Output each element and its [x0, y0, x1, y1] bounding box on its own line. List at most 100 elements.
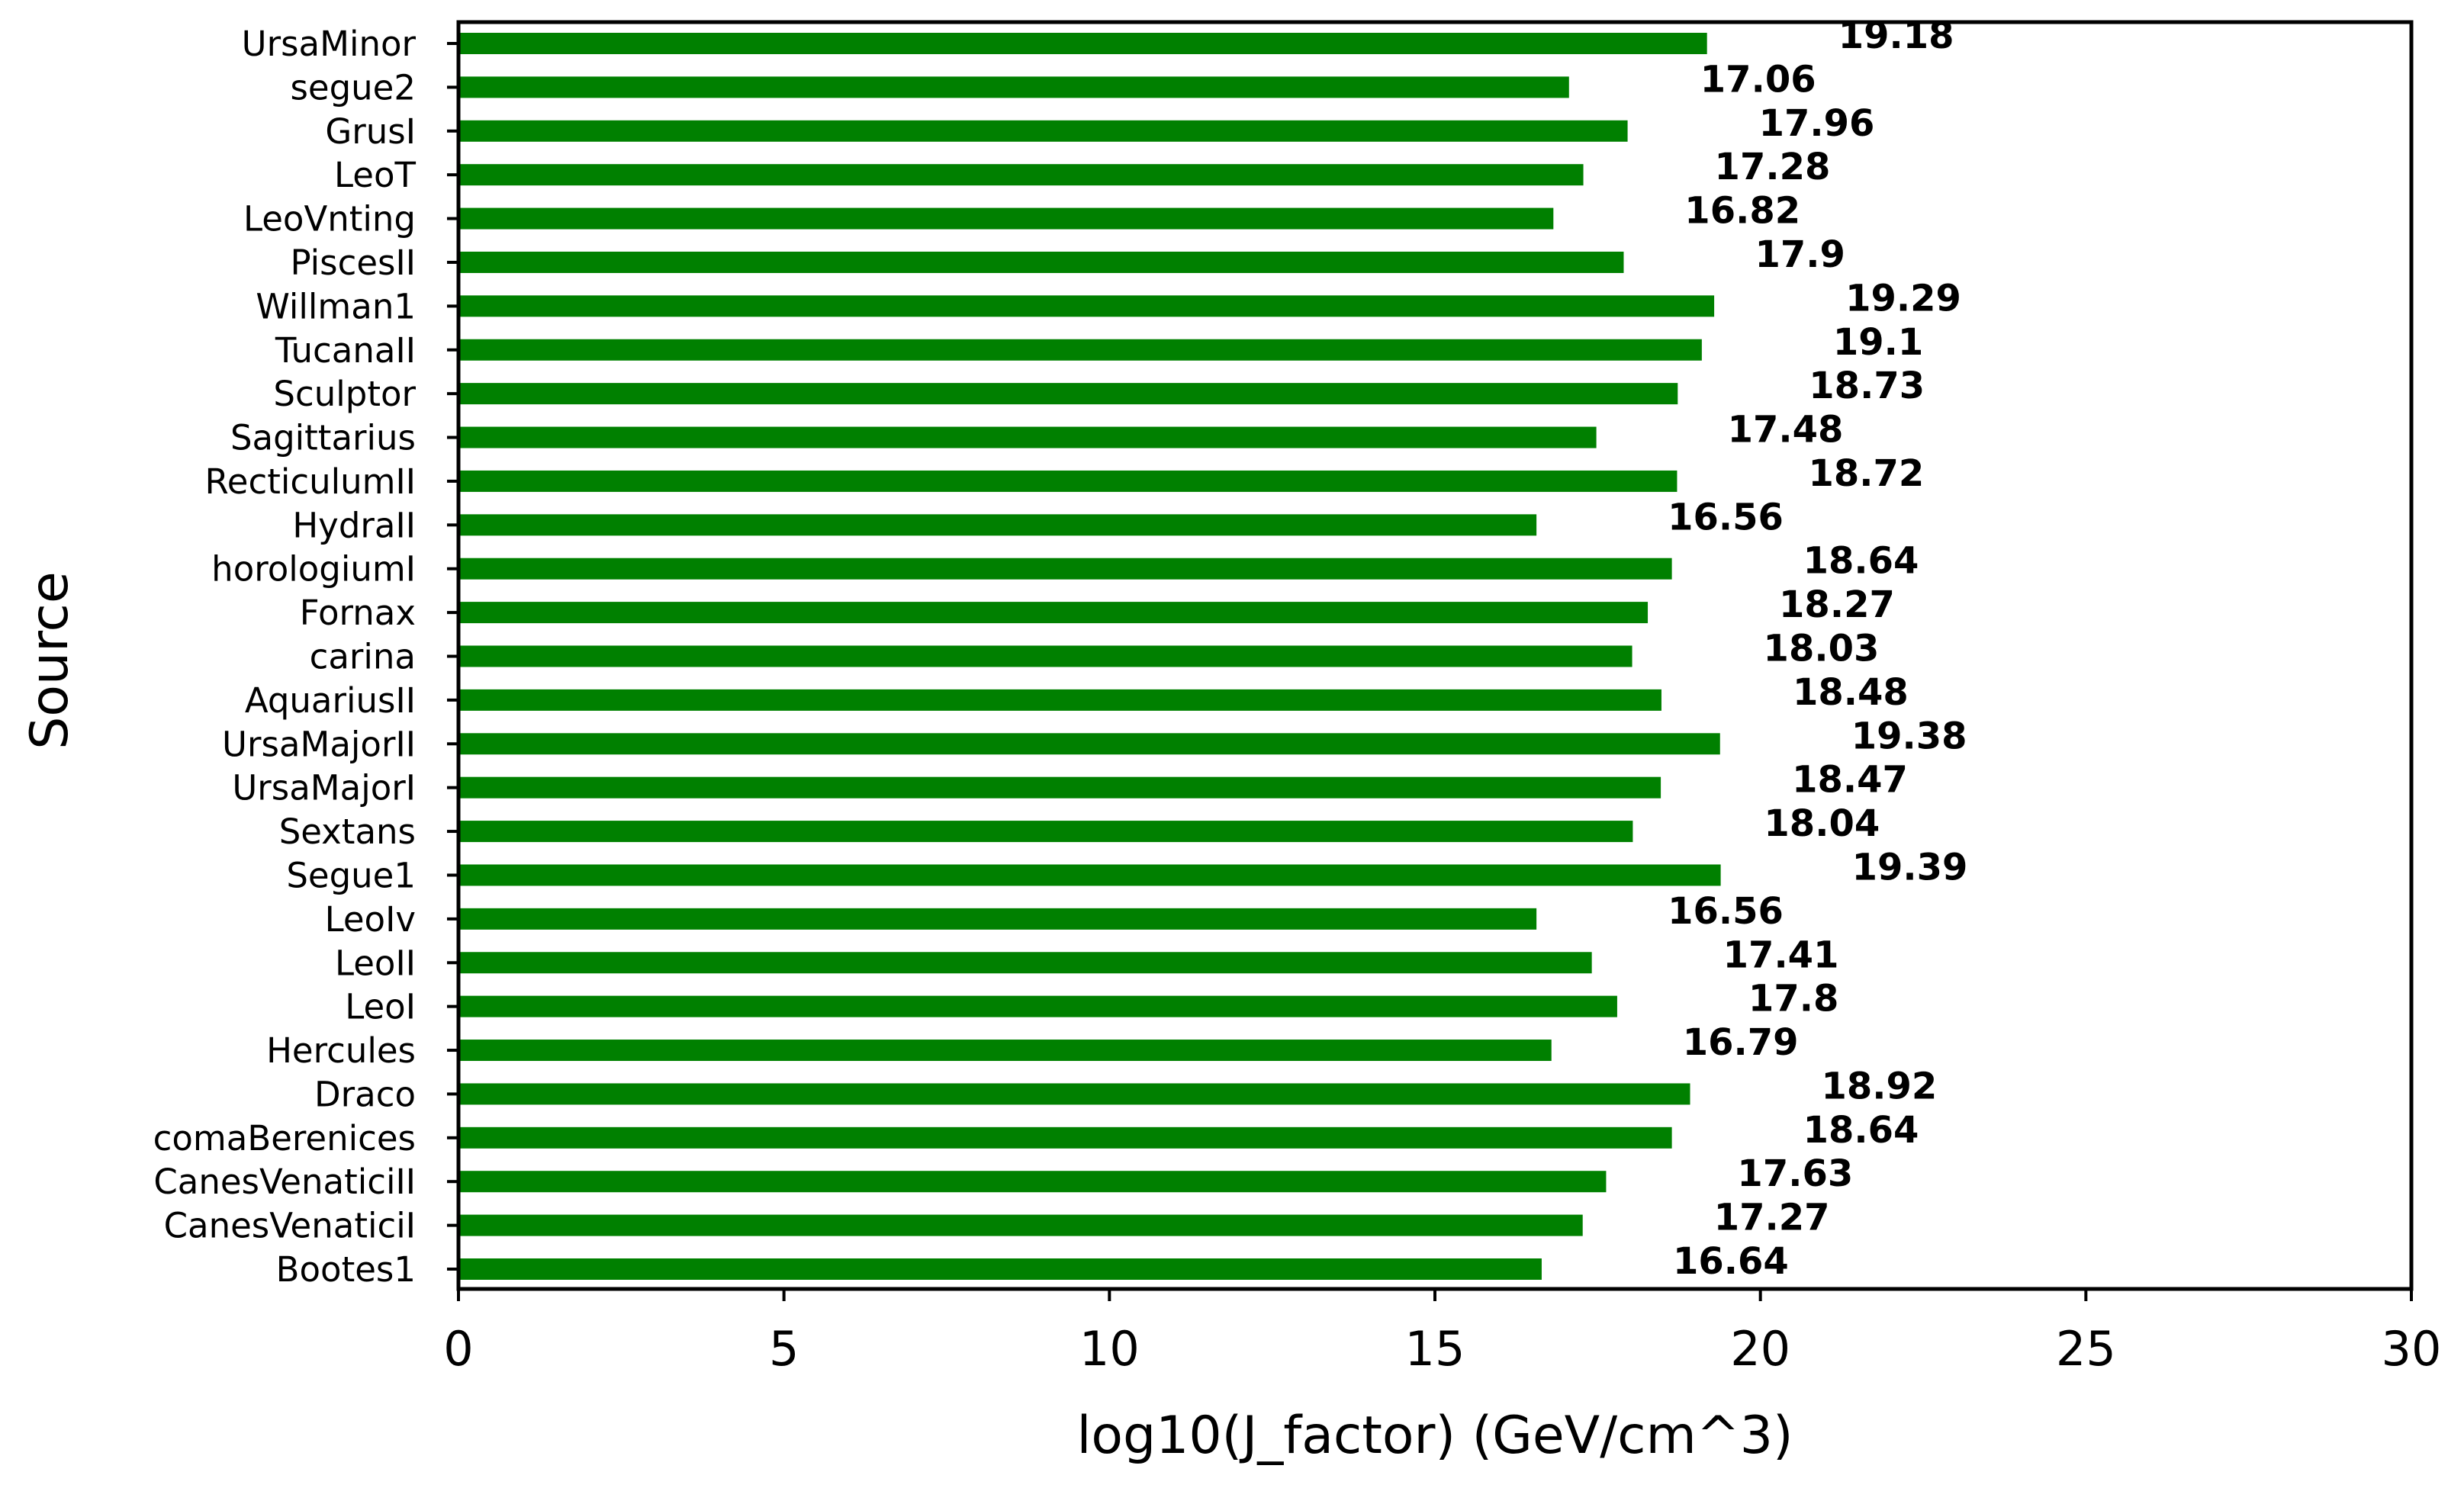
y-tick-label: Sculptor — [273, 374, 416, 414]
y-tick-label: Hercules — [266, 1030, 416, 1071]
data-label: 17.96 — [1759, 102, 1875, 145]
bar — [458, 1171, 1607, 1193]
bar — [458, 952, 1592, 974]
bar — [458, 76, 1569, 98]
bar — [458, 164, 1584, 186]
data-label: 17.63 — [1737, 1152, 1853, 1195]
bar — [458, 514, 1537, 536]
y-tick-label: PiscesII — [290, 243, 416, 283]
data-label: 16.82 — [1684, 190, 1800, 233]
y-axis-title: Source — [20, 571, 80, 750]
data-label: 18.72 — [1808, 452, 1924, 495]
y-tick-label: LeoVnting — [243, 199, 416, 239]
data-label: 16.64 — [1673, 1240, 1789, 1283]
y-tick-label: UrsaMajorI — [232, 768, 416, 808]
bar — [458, 689, 1661, 711]
data-label: 18.64 — [1803, 540, 1919, 583]
data-label: 19.39 — [1852, 846, 1968, 889]
bar — [458, 251, 1624, 273]
bar — [458, 33, 1707, 54]
data-label: 19.29 — [1845, 277, 1961, 320]
bar — [458, 733, 1720, 755]
x-axis-ticks: 0 5 10 15 20 25 30 — [443, 1289, 2441, 1377]
y-tick-label: CanesVenaticiII — [153, 1162, 416, 1202]
data-label: 18.03 — [1764, 628, 1880, 670]
bar — [458, 339, 1702, 361]
y-tick-label: comaBerenices — [153, 1118, 416, 1159]
data-label: 17.28 — [1715, 146, 1831, 188]
x-tick-label: 30 — [2382, 1321, 2442, 1377]
data-label: 18.04 — [1764, 802, 1880, 845]
y-tick-label: Segue1 — [286, 855, 416, 895]
bar — [458, 383, 1678, 405]
y-tick-label: LeoI — [345, 987, 416, 1027]
data-label: 19.38 — [1851, 715, 1967, 757]
data-label: 17.48 — [1728, 409, 1844, 452]
bar — [458, 1083, 1690, 1105]
y-tick-label: LeoT — [334, 155, 416, 195]
data-label: 19.1 — [1833, 321, 1923, 364]
y-tick-label: segue2 — [290, 67, 416, 108]
y-tick-label: CanesVenaticiI — [164, 1206, 416, 1246]
x-tick-label: 25 — [2056, 1321, 2116, 1377]
bar — [458, 295, 1715, 317]
y-tick-label: LeoIv — [325, 899, 416, 940]
data-label: 17.41 — [1723, 934, 1839, 976]
y-tick-label: carina — [310, 637, 416, 677]
y-tick-label: AquariusII — [245, 680, 416, 721]
data-labels: 19.1817.0617.9617.2816.8217.919.2919.118… — [1668, 14, 1967, 1283]
bar — [458, 602, 1649, 624]
bar — [458, 1126, 1672, 1149]
bar — [458, 776, 1661, 799]
bars — [458, 33, 1721, 1280]
x-axis-title: log10(J_factor) (GeV/cm^3) — [1076, 1406, 1793, 1466]
y-tick-label: Sextans — [279, 811, 416, 852]
x-tick-label: 10 — [1079, 1321, 1140, 1377]
data-label: 17.8 — [1748, 978, 1838, 1020]
data-label: 18.64 — [1803, 1109, 1919, 1152]
bar — [458, 864, 1721, 886]
y-tick-label: Sagittarius — [230, 418, 416, 458]
y-axis-ticks: UrsaMinorsegue2GrusILeoTLeoVntingPiscesI… — [153, 24, 458, 1290]
y-tick-label: Fornax — [300, 593, 416, 633]
x-tick-label: 20 — [1730, 1321, 1790, 1377]
bar — [458, 558, 1672, 580]
data-label: 16.79 — [1683, 1021, 1799, 1064]
y-tick-label: Draco — [314, 1074, 416, 1114]
bar — [458, 995, 1617, 1017]
data-label: 18.48 — [1793, 671, 1909, 714]
data-label: 17.27 — [1714, 1197, 1830, 1239]
bar — [458, 908, 1537, 930]
bar — [458, 821, 1633, 843]
data-label: 17.9 — [1755, 233, 1845, 276]
bar — [458, 645, 1632, 667]
y-tick-label: Willman1 — [256, 286, 416, 326]
data-label: 16.56 — [1668, 496, 1784, 538]
data-label: 16.56 — [1668, 890, 1784, 933]
data-label: 18.73 — [1809, 365, 1925, 407]
bar — [458, 1040, 1552, 1062]
y-tick-label: TucanaII — [275, 330, 416, 371]
x-tick-label: 0 — [443, 1321, 473, 1377]
data-label: 17.06 — [1700, 58, 1816, 101]
data-label: 18.27 — [1779, 583, 1895, 626]
y-tick-label: horologiumI — [211, 549, 416, 590]
bar — [458, 426, 1597, 448]
y-tick-label: Bootes1 — [276, 1249, 416, 1290]
x-tick-label: 15 — [1405, 1321, 1465, 1377]
y-tick-label: UrsaMinor — [242, 24, 417, 64]
bar — [458, 470, 1678, 492]
y-tick-label: HydraII — [292, 505, 416, 545]
bar — [458, 1214, 1583, 1236]
x-tick-label: 5 — [769, 1321, 799, 1377]
y-tick-label: LeoII — [335, 943, 416, 983]
data-label: 18.92 — [1822, 1065, 1938, 1107]
data-label: 18.47 — [1792, 759, 1908, 802]
y-tick-label: GrusI — [325, 111, 416, 152]
bar — [458, 1258, 1542, 1280]
y-tick-label: RecticulumII — [205, 461, 416, 502]
bar — [458, 120, 1628, 142]
bar — [458, 207, 1554, 230]
y-tick-label: UrsaMajorII — [222, 724, 416, 764]
